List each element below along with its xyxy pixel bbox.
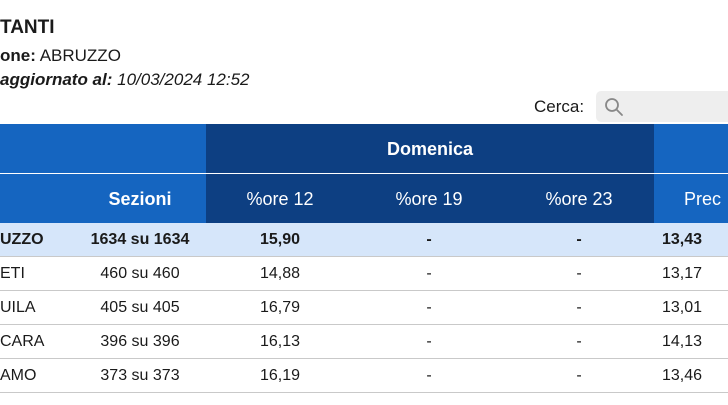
- cell-name: AMO: [0, 367, 37, 384]
- cell-ore23: -: [576, 299, 582, 316]
- cell-sezioni: 460 su 460: [100, 265, 180, 282]
- region-value: ABRUZZO: [39, 46, 121, 65]
- header-row-bottom-right: [654, 174, 728, 223]
- cell-ore19: -: [426, 231, 432, 248]
- cell-prec: 13,01: [662, 299, 703, 316]
- column-header-ore23[interactable]: %ore 23: [545, 189, 613, 209]
- header-row-bottom-group: [206, 174, 654, 223]
- cell-name: CARA: [0, 333, 45, 350]
- cell-ore23: -: [576, 367, 582, 384]
- search-label: Cerca:: [534, 97, 585, 116]
- cell-ore12: 16,79: [259, 299, 301, 316]
- table-row: AMO 373 su 373 16,19 - - 13,46: [0, 359, 728, 393]
- header-row-top-group: [206, 124, 654, 173]
- cell-name: UILA: [0, 299, 36, 316]
- region-label: one:: [0, 46, 36, 65]
- search-icon: [605, 98, 623, 116]
- cell-ore19: -: [426, 299, 432, 316]
- cell-prec: 13,46: [662, 367, 703, 384]
- cell-sezioni: 373 su 373: [100, 367, 180, 384]
- cell-ore12: 16,19: [259, 367, 301, 384]
- table-row: CARA 396 su 396 16,13 - - 14,13: [0, 325, 728, 359]
- cell-sezioni: 396 su 396: [100, 333, 180, 350]
- header-divider: [0, 173, 728, 174]
- table-row-total: UZZO 1634 su 1634 15,90 - - 13,43: [0, 223, 728, 257]
- cell-prec: 13,17: [662, 265, 703, 282]
- cell-sezioni: 405 su 405: [100, 299, 180, 316]
- cell-name: UZZO: [0, 231, 44, 248]
- updated-timestamp: 10/03/2024 12:52: [117, 70, 250, 89]
- column-header-ore12[interactable]: %ore 12: [246, 189, 314, 209]
- cell-ore19: -: [426, 265, 432, 282]
- cell-ore19: -: [426, 367, 432, 384]
- cell-ore23: -: [576, 333, 582, 350]
- updated-line: aggiornato al: 10/03/2024 12:52: [0, 70, 250, 90]
- header-row-top-left: [0, 124, 206, 173]
- column-header-ore19[interactable]: %ore 19: [395, 189, 463, 209]
- cell-ore12: 15,90: [259, 231, 301, 248]
- region-line: one: ABRUZZO: [0, 46, 121, 66]
- page-title: TANTI: [0, 17, 55, 38]
- column-header-sezioni[interactable]: Sezioni: [108, 189, 172, 209]
- header-row-top-right: [654, 124, 728, 173]
- cell-ore12: 14,88: [259, 265, 301, 282]
- cell-ore23: -: [576, 231, 582, 248]
- search-box[interactable]: [596, 91, 728, 122]
- cell-prec: 14,13: [662, 333, 703, 350]
- cell-ore12: 16,13: [259, 333, 301, 350]
- cell-name: ETI: [0, 265, 25, 282]
- cell-ore19: -: [426, 333, 432, 350]
- search-input[interactable]: [630, 95, 728, 119]
- updated-label: aggiornato al:: [0, 70, 113, 89]
- cell-sezioni: 1634 su 1634: [90, 231, 190, 248]
- header-row-bottom-left: [0, 174, 206, 223]
- table-row: ETI 460 su 460 14,88 - - 13,17: [0, 257, 728, 291]
- group-header-domenica: Domenica: [386, 139, 474, 159]
- cell-ore23: -: [576, 265, 582, 282]
- column-header-prec[interactable]: Prec: [684, 189, 722, 209]
- table-row: UILA 405 su 405 16,79 - - 13,01: [0, 291, 728, 325]
- cell-prec: 13,43: [662, 231, 703, 248]
